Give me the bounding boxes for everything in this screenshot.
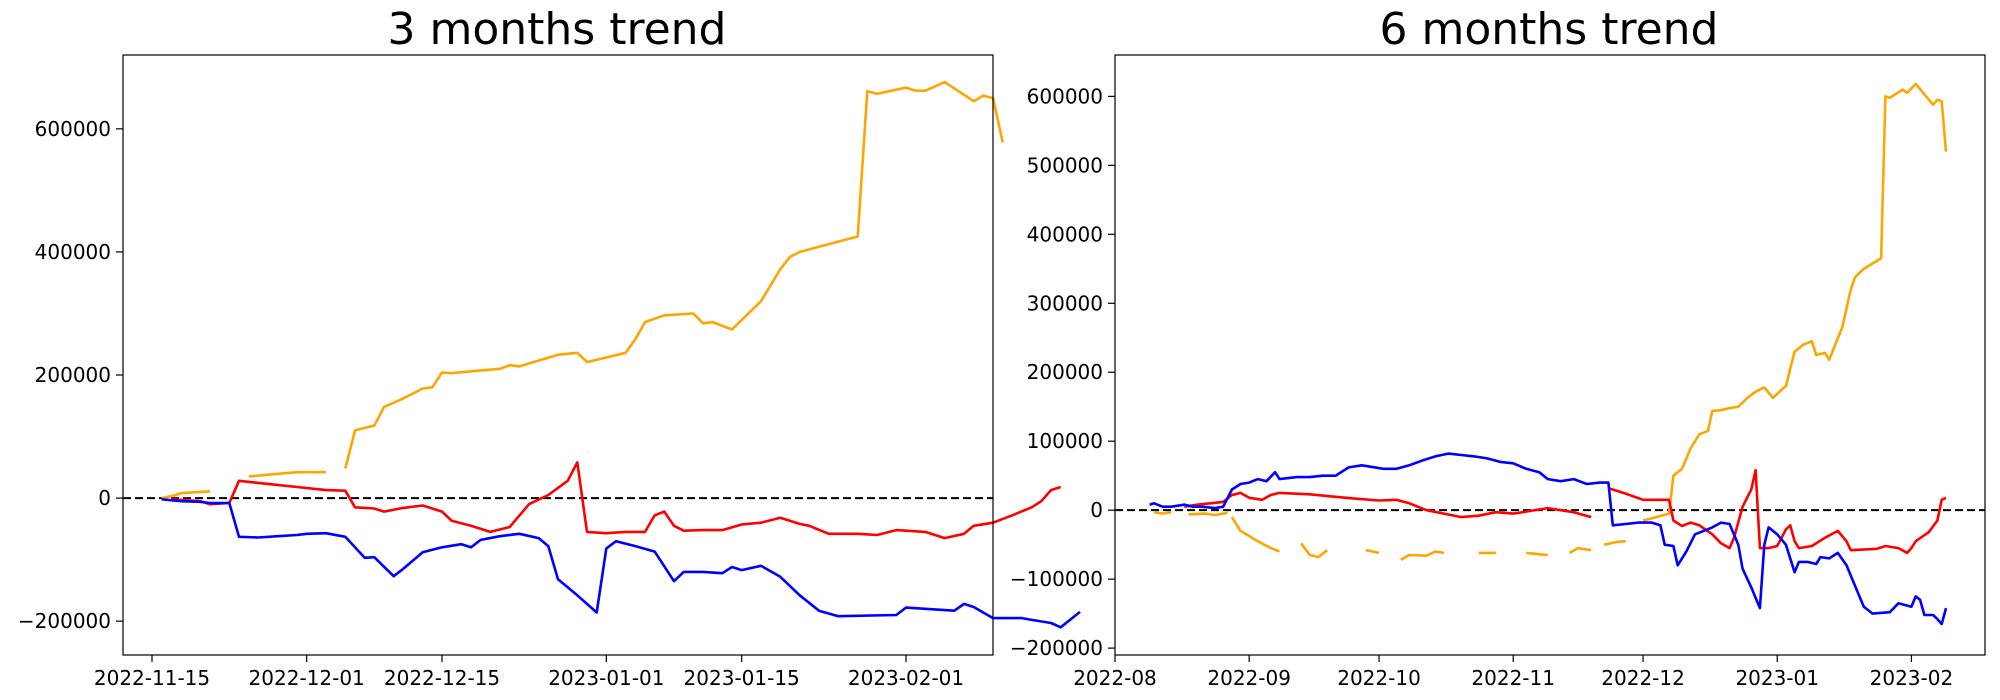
x-tick-label: 2023-02-01 [848,666,964,690]
series-0-segment-1 [1188,511,1228,517]
y-tick-label: 300000 [1027,291,1103,315]
x-tick-label: 2022-10 [1337,666,1421,690]
series-0-segment-0 [1153,510,1172,515]
series-0-segment-8 [1568,546,1592,555]
y-tick-label: 200000 [35,363,111,387]
x-tick-label: 2022-11-15 [94,666,210,690]
y-tick-label: 500000 [1027,153,1103,177]
series-2-segment-0 [161,498,1081,629]
chart-3-months: 3 months trend 2022-11-15 2022-12-01 2022-… [18,4,1081,690]
x-tick-label: 2022-09 [1207,666,1291,690]
x-tick-label: 2023-01 [1735,666,1819,690]
plot-frame [1114,54,1986,656]
y-tick-label: 100000 [1027,429,1103,453]
x-tick-label: 2023-02 [1870,666,1954,690]
y-tick-label: 400000 [1027,222,1103,246]
series-0-segment-0 [161,490,211,500]
chart-6-months: 6 months trend 2022-08 2022-09 2022-10 2022… [1010,4,1986,690]
x-tick-label: 2022-12-01 [249,666,365,690]
series-0-segment-5 [1400,550,1445,561]
series-0-segment-7 [1526,551,1548,557]
y-tick-label: −200000 [1010,636,1103,660]
series-1-segment-1 [1608,468,1947,555]
series-0-segment-2 [1230,516,1280,553]
x-tick-label: 2022-11 [1471,666,1555,690]
series-0-segment-2 [344,80,1004,469]
y-tick-label: 600000 [1027,84,1103,108]
plot-frame [122,54,994,656]
y-tick-label: 400000 [35,240,111,264]
series-0-segment-9 [1603,539,1626,546]
y-tick-label: 600000 [35,117,111,141]
y-tick-label: 200000 [1027,360,1103,384]
series-0-segment-3 [1300,542,1328,559]
series-1-segment-0 [171,461,1062,540]
y-tick-label: −100000 [1010,567,1103,591]
y-tick-label: −200000 [18,609,111,633]
series-0-segment-10 [1642,82,1948,522]
x-tick-label: 2023-01-15 [684,666,800,690]
series-0-segment-1 [248,470,326,478]
series-2-segment-0 [1149,452,1948,626]
chart-title: 3 months trend [388,4,727,55]
x-tick-label: 2022-12 [1601,666,1685,690]
x-tick-label: 2022-12-15 [384,666,500,690]
x-tick-label: 2023-01-01 [548,666,664,690]
y-tick-label: 0 [1090,498,1103,522]
y-tick-label: 0 [98,486,111,510]
chart-title: 6 months trend [1380,4,1719,55]
x-tick-label: 2022-08 [1073,666,1157,690]
series-1-segment-0 [1184,491,1592,519]
series-0-segment-4 [1365,548,1380,555]
